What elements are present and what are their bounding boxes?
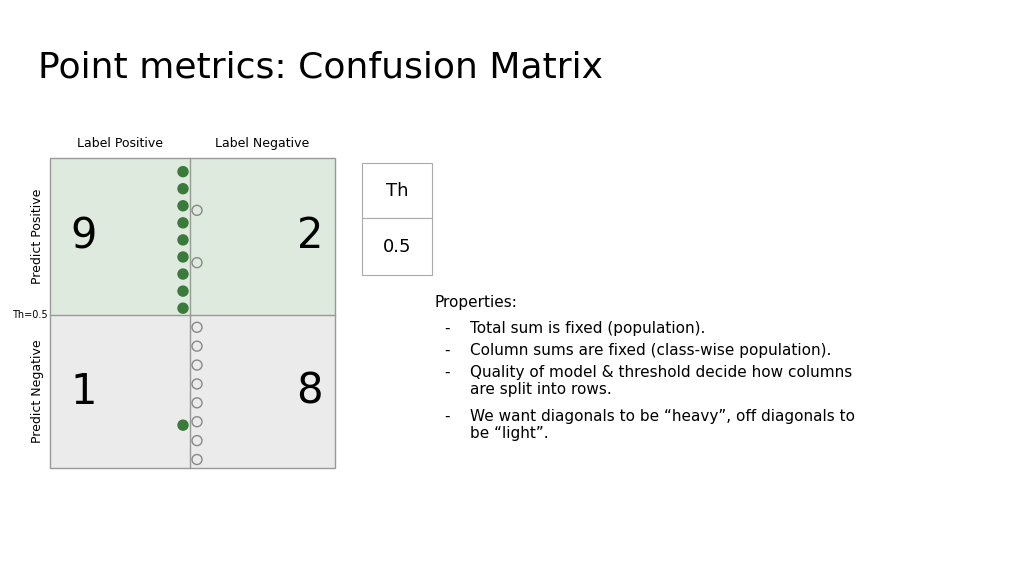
Bar [50, 158, 335, 468]
Circle shape [178, 269, 188, 279]
Text: -: - [444, 409, 450, 424]
Text: We want diagonals to be “heavy”, off diagonals to
be “light”.: We want diagonals to be “heavy”, off dia… [470, 409, 855, 441]
Text: Th: Th [386, 181, 409, 199]
Bar [362, 163, 432, 218]
Bar [50, 158, 335, 315]
Text: Label Positive: Label Positive [77, 137, 163, 150]
Circle shape [178, 218, 188, 228]
Circle shape [178, 235, 188, 245]
Text: 0.5: 0.5 [383, 237, 412, 256]
Circle shape [178, 184, 188, 194]
Text: Quality of model & threshold decide how columns
are split into rows.: Quality of model & threshold decide how … [470, 365, 852, 397]
Circle shape [178, 303, 188, 313]
Text: 2: 2 [297, 215, 323, 257]
Text: Th=0.5: Th=0.5 [12, 310, 48, 320]
Circle shape [178, 166, 188, 177]
Text: Predict Positive: Predict Positive [31, 189, 44, 284]
Circle shape [178, 420, 188, 430]
Circle shape [178, 201, 188, 211]
Bar [50, 315, 335, 468]
Text: Column sums are fixed (class-wise population).: Column sums are fixed (class-wise popula… [470, 343, 831, 358]
Text: 1: 1 [70, 370, 96, 412]
Circle shape [178, 252, 188, 262]
Text: Label Negative: Label Negative [215, 137, 309, 150]
Text: Point metrics: Confusion Matrix: Point metrics: Confusion Matrix [38, 50, 603, 84]
Text: -: - [444, 343, 450, 358]
Circle shape [178, 286, 188, 296]
Text: Properties:: Properties: [435, 295, 518, 310]
Text: Predict Negative: Predict Negative [31, 340, 44, 444]
Text: Total sum is fixed (population).: Total sum is fixed (population). [470, 321, 706, 336]
Text: 9: 9 [70, 215, 96, 257]
Bar [362, 218, 432, 275]
Text: -: - [444, 365, 450, 380]
Text: -: - [444, 321, 450, 336]
Text: 8: 8 [296, 370, 323, 412]
